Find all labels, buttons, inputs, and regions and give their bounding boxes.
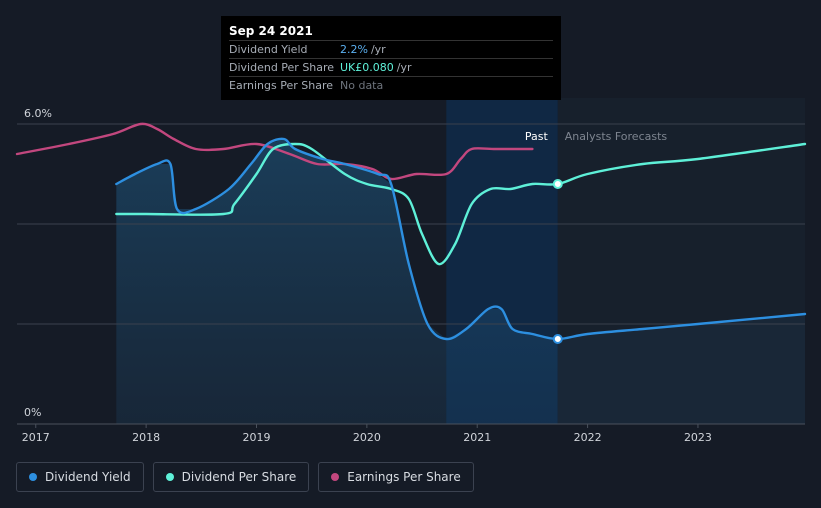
dividend-yield-line: [115, 137, 807, 341]
tooltip-row-dividend-yield: Dividend Yield 2.2% /yr: [229, 40, 553, 58]
tooltip-unit: /yr: [370, 43, 386, 56]
legend-dot-icon: [165, 473, 174, 481]
tooltip-label: Earnings Per Share: [229, 79, 334, 92]
tooltip-value: UK£0.080: [340, 61, 394, 74]
legend: Dividend Yield Dividend Per Share Earnin…: [16, 462, 483, 492]
tooltip: Sep 24 2021 Dividend Yield 2.2% /yr Divi…: [221, 16, 561, 100]
legend-label: Dividend Per Share: [181, 470, 297, 484]
tooltip-date: Sep 24 2021: [229, 24, 313, 38]
tooltip-unit: /yr: [396, 61, 412, 74]
y-tick-label: 0%: [24, 406, 41, 419]
dividend-yield-area: [116, 139, 558, 424]
legend-label: Dividend Yield: [45, 470, 131, 484]
x-tick-label: 2021: [463, 431, 491, 444]
legend-dot-icon: [331, 473, 340, 481]
x-tick-label: 2017: [22, 431, 50, 444]
legend-item-dividend-per-share[interactable]: Dividend Per Share: [152, 462, 310, 492]
legend-item-dividend-yield[interactable]: Dividend Yield: [16, 462, 144, 492]
legend-item-earnings-per-share[interactable]: Earnings Per Share: [318, 462, 474, 492]
tooltip-value: No data: [340, 79, 384, 92]
legend-dot-icon: [29, 473, 37, 481]
x-tick-label: 2023: [684, 431, 712, 444]
dividend-per-share-line: [115, 142, 807, 266]
y-tick-label: 6.0%: [24, 107, 52, 120]
dividend-yield-forecast-area: [557, 314, 805, 424]
x-tick-label: 2022: [574, 431, 602, 444]
tooltip-row-earnings-per-share: Earnings Per Share No data: [229, 76, 553, 94]
legend-label: Earnings Per Share: [347, 470, 461, 484]
forecast-label: Analysts Forecasts: [565, 130, 668, 143]
earnings-per-share-line: [15, 122, 534, 181]
tooltip-row-dividend-per-share: Dividend Per Share UK£0.080 /yr: [229, 58, 553, 76]
tooltip-value: 2.2%: [340, 43, 368, 56]
dividend-per-share-marker: [552, 179, 563, 189]
past-label: Past: [525, 130, 549, 143]
x-tick-label: 2019: [242, 431, 270, 444]
x-tick-label: 2020: [353, 431, 381, 444]
tooltip-label: Dividend Yield: [229, 43, 308, 56]
x-tick-label: 2018: [132, 431, 160, 444]
tooltip-label: Dividend Per Share: [229, 61, 335, 74]
dividend-yield-marker: [552, 334, 563, 344]
